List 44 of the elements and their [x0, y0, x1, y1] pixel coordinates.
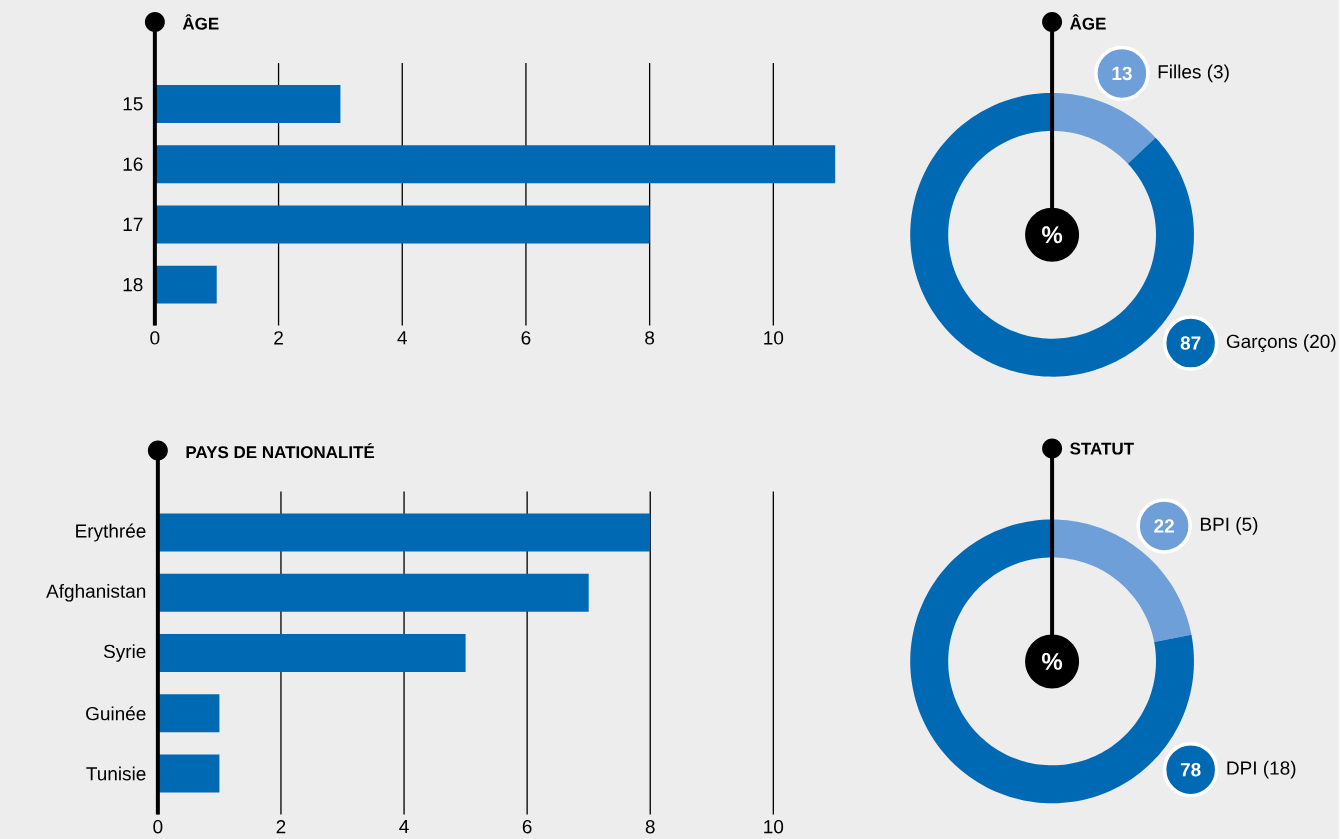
chart-title: STATUT	[1070, 442, 1134, 455]
bar	[157, 633, 466, 672]
bar	[157, 754, 220, 793]
x-tick-label: 10	[764, 331, 784, 345]
data-label: 78	[1180, 762, 1201, 777]
data-label: 22	[1154, 519, 1174, 533]
bar	[157, 694, 220, 733]
slice-label: BPI (5)	[1200, 516, 1258, 535]
x-tick-label: 6	[521, 331, 531, 345]
slice-label: Garçons (20)	[1226, 334, 1336, 352]
x-tick-label: 2	[274, 331, 283, 345]
y-tick-label: Erythrée	[76, 523, 146, 542]
y-tick-label: Afghanistan	[46, 583, 146, 602]
bar	[154, 84, 341, 123]
bar	[154, 265, 217, 304]
chart-title: ÂGE	[1070, 14, 1106, 30]
x-tick-label: 4	[399, 819, 409, 833]
x-tick-label: 2	[276, 819, 286, 834]
bar	[154, 145, 836, 184]
text: %	[1042, 226, 1063, 244]
x-tick-label: 4	[397, 331, 407, 345]
x-tick-label: 8	[645, 331, 655, 345]
x-tick-label: 0	[153, 819, 163, 834]
y-tick-label: Guinée	[86, 706, 146, 721]
slice-label: DPI (18)	[1227, 760, 1296, 779]
bar	[157, 513, 651, 552]
y-tick-label: 17	[123, 217, 143, 231]
bar	[157, 573, 589, 612]
data-label: 87	[1180, 336, 1201, 350]
text: %	[1042, 652, 1063, 670]
y-tick-label: Tunisie	[86, 766, 146, 781]
slice-label: Filles (3)	[1158, 64, 1229, 83]
y-tick-label: 16	[123, 157, 143, 171]
chart-title: ÂGE	[182, 14, 219, 30]
y-tick-label: 18	[123, 277, 143, 292]
bar	[154, 205, 650, 244]
y-tick-label: 15	[123, 97, 143, 111]
data-label: 13	[1112, 66, 1132, 81]
chart-title: PAYS DE NATIONALITÉ	[186, 442, 375, 459]
x-tick-label: 8	[645, 819, 655, 834]
x-tick-label: 0	[150, 331, 160, 345]
x-tick-label: 6	[522, 819, 532, 834]
y-tick-label: Syrie	[103, 644, 146, 662]
x-tick-label: 10	[764, 819, 784, 834]
